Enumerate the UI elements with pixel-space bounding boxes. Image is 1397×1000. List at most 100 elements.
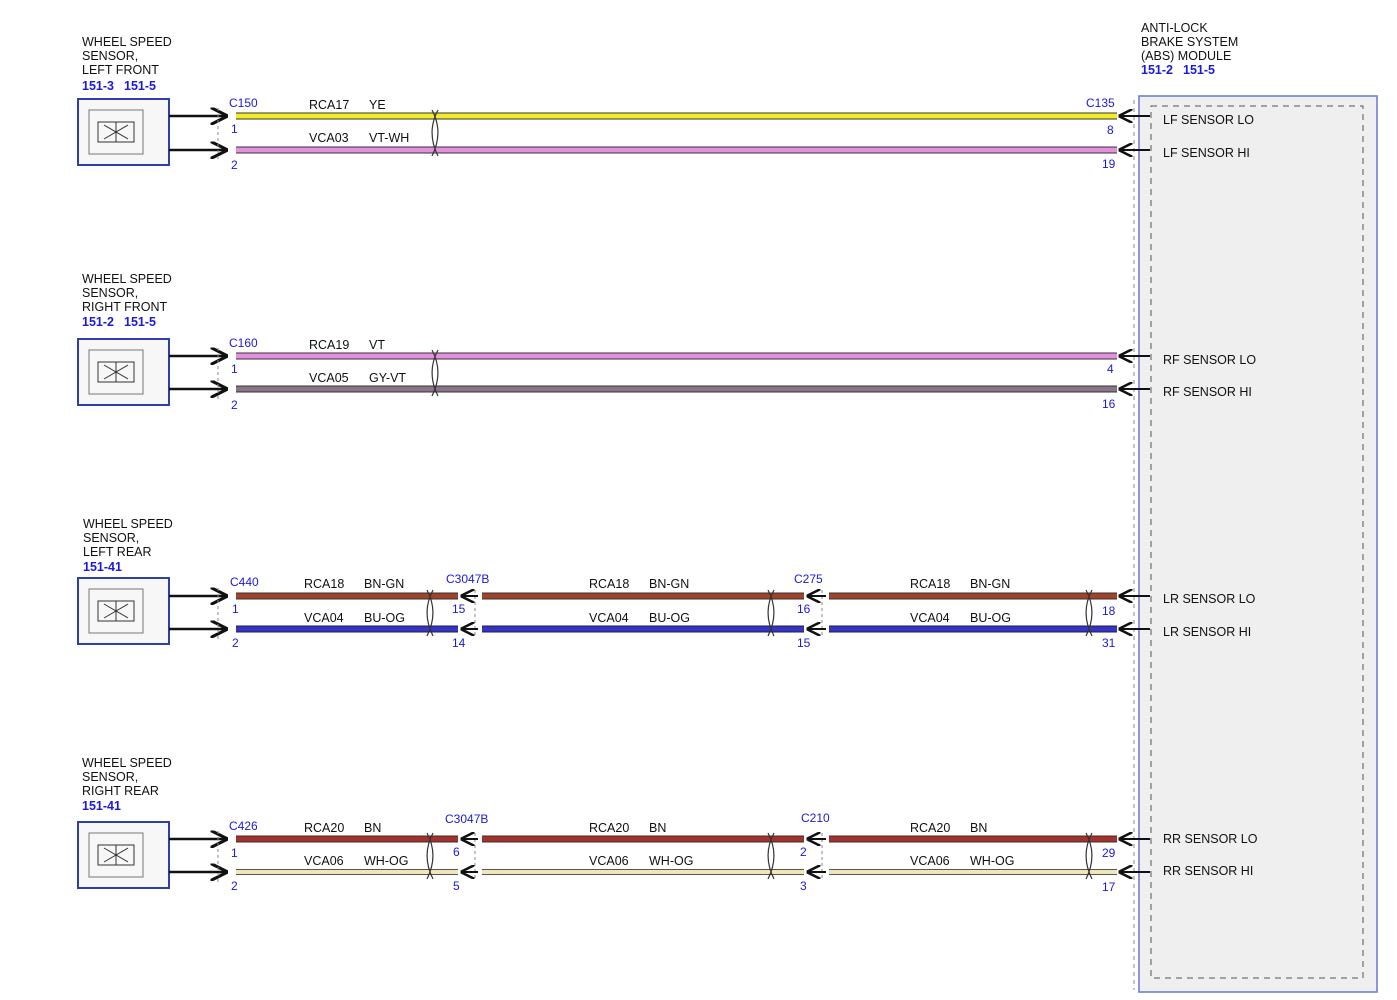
inline-connector-label: C275 — [794, 572, 823, 586]
connector-c426-pin-hi: 2 — [231, 879, 238, 893]
twisted-pair-icon — [1085, 589, 1093, 637]
sensor-box — [77, 821, 170, 889]
sensor-title-line-3: RIGHT FRONT — [82, 300, 168, 314]
sensor-title-line-2: SENSOR, — [82, 286, 138, 300]
circuit-lo-label: RCA20 — [304, 821, 344, 835]
sensor-title-line-3: RIGHT REAR — [82, 784, 159, 798]
sensor-title-line-2: SENSOR, — [83, 531, 139, 545]
sensor-box — [77, 98, 170, 166]
abs-module-title-3: (ABS) MODULE — [1141, 49, 1231, 63]
connector-c160-pin-lo: 1 — [231, 362, 238, 376]
color-hi-label: WH-OG — [970, 854, 1014, 868]
color-lo-label: BN-GN — [649, 577, 689, 591]
connector-c160-label: C160 — [229, 336, 258, 350]
abs-module-ref-1[interactable]: 151-2 — [1141, 63, 1173, 77]
color-hi-label: BU-OG — [970, 611, 1011, 625]
sensor-ref-2[interactable]: 151-5 — [124, 79, 156, 93]
sensor-ref-2[interactable]: 151-5 — [124, 315, 156, 329]
sensor-title-line-2: SENSOR, — [82, 49, 138, 63]
color-lo-label: BN — [649, 821, 666, 835]
inline-connector-label: C3047B — [445, 812, 488, 826]
circuit-lo-label: RCA19 — [309, 338, 349, 352]
inline-connector-pin-hi: 3 — [800, 879, 807, 893]
abs-module: ANTI-LOCK BRAKE SYSTEM (ABS) MODULE 151-… — [1086, 21, 1378, 993]
abs-module-ref-2[interactable]: 151-5 — [1183, 63, 1215, 77]
connector-c440-pin-lo: 1 — [232, 602, 239, 616]
inline-connector-pin-hi: 15 — [797, 636, 811, 650]
color-lo-label: BN — [364, 821, 381, 835]
sensor-group-right-front: WHEEL SPEED SENSOR, RIGHT FRONT 151-2 15… — [77, 272, 1256, 412]
circuit-hi-label: VCA06 — [910, 854, 950, 868]
color-lo-label: BN — [970, 821, 987, 835]
twisted-pair-icon — [767, 589, 775, 637]
abs-module-title-2: BRAKE SYSTEM — [1141, 35, 1238, 49]
module-pin-lo: 8 — [1107, 123, 1114, 137]
signal-hi-label: LF SENSOR HI — [1163, 146, 1250, 160]
connector-c150-pin-hi: 2 — [231, 158, 238, 172]
connector-c426-pin-lo: 1 — [231, 846, 238, 860]
circuit-hi-label: VCA04 — [910, 611, 950, 625]
circuit-lo-label: RCA18 — [589, 577, 629, 591]
inline-connector-label: C210 — [801, 811, 830, 825]
sensor-symbol-frame — [88, 349, 144, 395]
connector-c440-pin-hi: 2 — [232, 636, 239, 650]
inline-connector-c210: C210 2 3 — [800, 811, 830, 893]
sensor-box — [77, 577, 170, 645]
module-pin-hi: 31 — [1102, 636, 1116, 650]
sensor-title-line-1: WHEEL SPEED — [82, 35, 172, 49]
sensor-ref-1[interactable]: 151-3 — [82, 79, 114, 93]
inline-connector-pin-lo: 6 — [453, 845, 460, 859]
speed-sensor-icon — [97, 600, 135, 622]
signal-hi-label: RR SENSOR HI — [1163, 864, 1253, 878]
circuit-hi-label: VCA06 — [589, 854, 629, 868]
circuit-lo-label: RCA20 — [589, 821, 629, 835]
abs-module-body — [1138, 95, 1378, 993]
circuit-hi-label: VCA03 — [309, 131, 349, 145]
sensor-title-line-1: WHEEL SPEED — [83, 517, 173, 531]
twisted-pair-icon — [1085, 832, 1093, 880]
sensor-ref-1[interactable]: 151-2 — [82, 315, 114, 329]
circuit-lo-label: RCA17 — [309, 98, 349, 112]
module-pin-hi: 17 — [1102, 880, 1116, 894]
module-pin-lo: 18 — [1102, 604, 1116, 618]
color-hi-label: VT-WH — [369, 131, 409, 145]
sensor-symbol-frame — [88, 588, 144, 634]
abs-module-title-1: ANTI-LOCK — [1141, 21, 1208, 35]
color-lo-label: BN-GN — [364, 577, 404, 591]
twisted-pair-icon — [426, 832, 434, 880]
sensor-box — [77, 338, 170, 406]
signal-lo-label: LR SENSOR LO — [1163, 592, 1256, 606]
color-lo-label: BN-GN — [970, 577, 1010, 591]
signal-lo-label: LF SENSOR LO — [1163, 113, 1254, 127]
sensor-ref-1[interactable]: 151-41 — [83, 560, 122, 574]
module-pin-lo: 29 — [1102, 846, 1116, 860]
color-hi-label: WH-OG — [364, 854, 408, 868]
color-hi-label: BU-OG — [364, 611, 405, 625]
inline-connector-pin-lo: 16 — [797, 602, 811, 616]
sensor-symbol-frame — [88, 832, 144, 878]
twisted-pair-icon — [767, 832, 775, 880]
sensor-group-left-rear: WHEEL SPEED SENSOR, LEFT REAR 151-41 C44… — [77, 517, 1256, 650]
circuit-hi-label: VCA05 — [309, 371, 349, 385]
inline-connector-c3047b: C3047B 6 5 — [445, 812, 488, 893]
signal-lo-label: RF SENSOR LO — [1163, 353, 1256, 367]
connector-c150-label: C150 — [229, 96, 258, 110]
sensor-symbol-frame — [88, 109, 144, 155]
sensor-ref-1[interactable]: 151-41 — [82, 799, 121, 813]
sensor-title-line-3: LEFT REAR — [83, 545, 152, 559]
module-pin-hi: 19 — [1102, 157, 1116, 171]
speed-sensor-icon — [97, 844, 135, 866]
inline-connector-label: C3047B — [446, 572, 489, 586]
color-lo-label: YE — [369, 98, 386, 112]
circuit-hi-label: VCA04 — [304, 611, 344, 625]
speed-sensor-icon — [97, 361, 135, 383]
module-pin-lo: 4 — [1107, 362, 1114, 376]
speed-sensor-icon — [97, 121, 135, 143]
color-lo-label: VT — [369, 338, 385, 352]
sensor-title-line-3: LEFT FRONT — [82, 63, 159, 77]
circuit-lo-label: RCA20 — [910, 821, 950, 835]
circuit-lo-label: RCA18 — [910, 577, 950, 591]
sensor-title-line-1: WHEEL SPEED — [82, 272, 172, 286]
connector-c160-pin-hi: 2 — [231, 398, 238, 412]
